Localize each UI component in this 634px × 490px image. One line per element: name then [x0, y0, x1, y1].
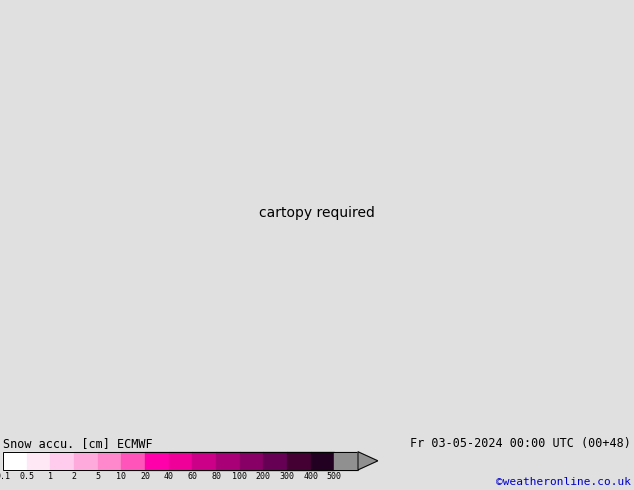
- Text: ©weatheronline.co.uk: ©weatheronline.co.uk: [496, 477, 631, 487]
- Bar: [121, 452, 145, 470]
- Text: 40: 40: [164, 472, 174, 481]
- Text: 1: 1: [48, 472, 53, 481]
- Text: 2: 2: [72, 472, 77, 481]
- Bar: [145, 452, 169, 470]
- Text: 0.5: 0.5: [19, 472, 34, 481]
- Text: 20: 20: [140, 472, 150, 481]
- Text: cartopy required: cartopy required: [259, 206, 375, 220]
- Bar: [27, 452, 50, 470]
- Bar: [263, 452, 287, 470]
- Bar: [169, 452, 192, 470]
- Text: 0.1: 0.1: [0, 472, 11, 481]
- Bar: [240, 452, 263, 470]
- Bar: [192, 452, 216, 470]
- Text: 200: 200: [256, 472, 271, 481]
- Bar: [216, 452, 240, 470]
- Bar: [3, 452, 358, 470]
- Text: 400: 400: [303, 472, 318, 481]
- Bar: [74, 452, 98, 470]
- Text: 300: 300: [280, 472, 295, 481]
- Bar: [50, 452, 74, 470]
- Text: 500: 500: [327, 472, 342, 481]
- Text: Fr 03-05-2024 00:00 UTC (00+48): Fr 03-05-2024 00:00 UTC (00+48): [410, 437, 631, 450]
- Text: 10: 10: [116, 472, 126, 481]
- Bar: [3, 452, 27, 470]
- Bar: [98, 452, 121, 470]
- Text: 5: 5: [95, 472, 100, 481]
- Text: 100: 100: [232, 472, 247, 481]
- Text: 60: 60: [187, 472, 197, 481]
- Bar: [311, 452, 334, 470]
- Polygon shape: [358, 452, 378, 470]
- Bar: [334, 452, 358, 470]
- Text: 80: 80: [211, 472, 221, 481]
- Text: Snow accu. [cm] ECMWF: Snow accu. [cm] ECMWF: [3, 437, 153, 450]
- Bar: [287, 452, 311, 470]
